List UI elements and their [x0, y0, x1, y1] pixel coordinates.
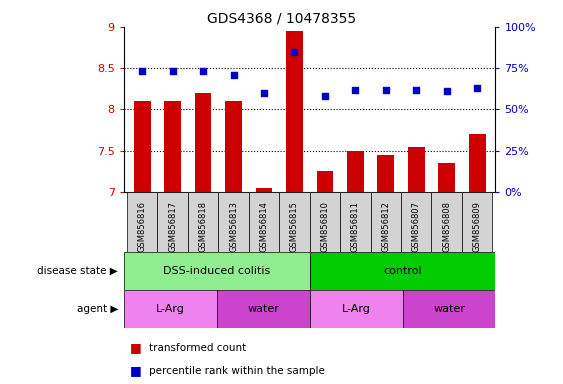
Bar [439, 163, 455, 192]
Text: L-Arg: L-Arg [156, 304, 185, 314]
Point [442, 88, 451, 94]
Bar [164, 101, 181, 192]
Bar [310, 290, 403, 328]
Text: GSM856816: GSM856816 [137, 201, 146, 252]
Point [260, 90, 269, 96]
Bar [431, 192, 462, 252]
Bar [249, 192, 279, 252]
Point [290, 49, 299, 55]
Text: GSM856811: GSM856811 [351, 201, 360, 252]
Text: GSM856809: GSM856809 [473, 201, 482, 252]
Bar [408, 147, 425, 192]
Text: water: water [247, 304, 279, 314]
Point [199, 68, 208, 74]
Bar [256, 188, 272, 192]
Bar [217, 290, 310, 328]
Text: DSS-induced colitis: DSS-induced colitis [163, 266, 270, 276]
Text: L-Arg: L-Arg [342, 304, 370, 314]
Bar [124, 290, 217, 328]
Bar [127, 192, 158, 252]
Point [412, 86, 421, 93]
Bar [218, 192, 249, 252]
Bar [377, 155, 394, 192]
Text: GSM856808: GSM856808 [442, 201, 451, 252]
Bar [401, 192, 431, 252]
Bar [225, 101, 242, 192]
Text: GSM856817: GSM856817 [168, 201, 177, 252]
Text: GDS4368 / 10478355: GDS4368 / 10478355 [207, 12, 356, 25]
Text: GSM856818: GSM856818 [199, 201, 208, 252]
Bar [347, 151, 364, 192]
Bar [134, 101, 150, 192]
Point [229, 72, 238, 78]
Text: agent ▶: agent ▶ [77, 304, 118, 314]
Bar [158, 192, 188, 252]
Bar [469, 134, 485, 192]
Point [351, 86, 360, 93]
Text: GSM856807: GSM856807 [412, 201, 421, 252]
Bar [340, 192, 370, 252]
Text: GSM856814: GSM856814 [260, 201, 269, 252]
Text: GSM856815: GSM856815 [290, 201, 299, 252]
Point [137, 68, 146, 74]
Text: ■: ■ [129, 341, 141, 354]
Bar [316, 171, 333, 192]
Point [168, 68, 177, 74]
Text: disease state ▶: disease state ▶ [38, 266, 118, 276]
Point [381, 86, 390, 93]
Bar [310, 192, 340, 252]
Text: control: control [383, 266, 422, 276]
Text: water: water [433, 304, 465, 314]
Bar [462, 192, 493, 252]
Bar [310, 252, 495, 290]
Text: GSM856810: GSM856810 [320, 201, 329, 252]
Bar [279, 192, 310, 252]
Text: GSM856812: GSM856812 [381, 201, 390, 252]
Text: transformed count: transformed count [149, 343, 247, 353]
Point [320, 93, 329, 99]
Bar [188, 192, 218, 252]
Text: GSM856813: GSM856813 [229, 201, 238, 252]
Bar [195, 93, 212, 192]
Bar [286, 31, 303, 192]
Bar [403, 290, 495, 328]
Point [473, 85, 482, 91]
Text: percentile rank within the sample: percentile rank within the sample [149, 366, 325, 376]
Bar [370, 192, 401, 252]
Bar [124, 252, 310, 290]
Text: ■: ■ [129, 364, 141, 377]
